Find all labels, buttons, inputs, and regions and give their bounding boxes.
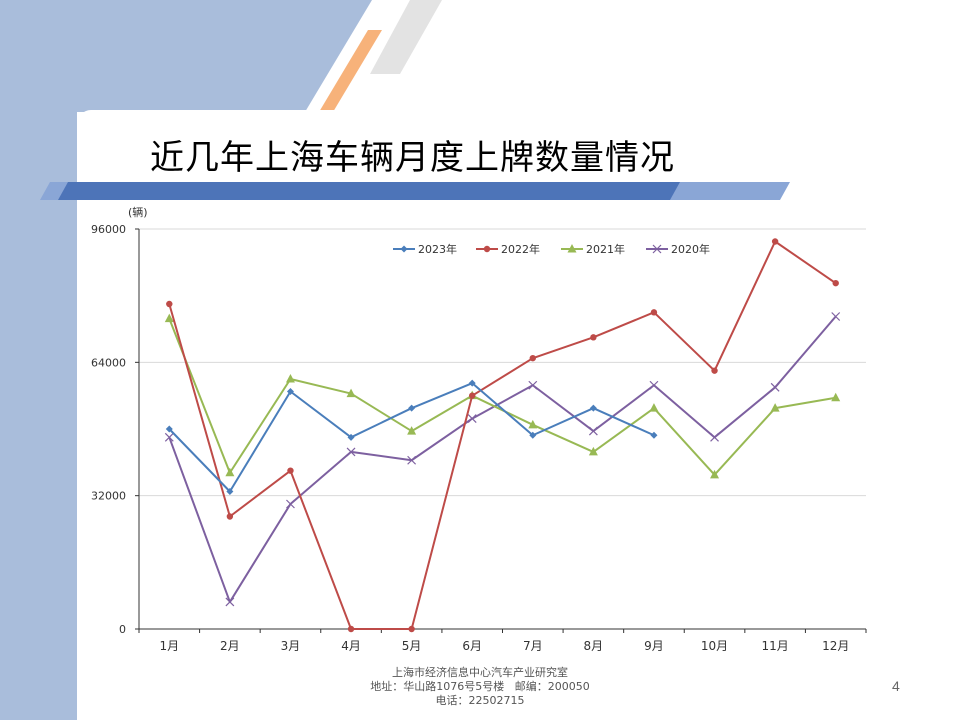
data-point [287,467,294,474]
data-point [226,513,234,520]
x-tick-label: 5月 [402,639,422,653]
legend-label: 2023年 [418,242,457,256]
data-point [771,238,779,245]
footer-address: 地址：华山路1076号5号楼 邮编：200050 [370,680,590,693]
data-point [347,625,355,633]
x-tick-label: 4月 [341,639,361,653]
y-tick-label: 32000 [91,490,126,503]
slide-title: 近几年上海车辆月度上牌数量情况 [150,138,675,178]
x-tick-label: 9月 [644,639,664,653]
orange-stripe [319,30,382,112]
legend-marker [652,244,662,254]
content-card [77,110,960,720]
top-decoration [0,0,372,112]
data-point [710,432,719,442]
data-point [408,404,416,412]
data-point [770,382,780,392]
data-point [589,404,597,412]
y-tick-label: 0 [119,623,126,636]
x-tick-label: 2月 [220,639,240,653]
legend-marker [567,244,577,253]
data-point [649,380,659,390]
series-line-2023年 [168,382,655,493]
data-point [528,380,538,390]
data-point [408,625,415,633]
legend-label: 2021年 [586,242,625,256]
legend-label: 2022年 [501,242,540,256]
data-point [650,431,658,439]
data-point [650,309,658,316]
data-point [286,499,295,509]
footer: 上海市经济信息中心汽车产业研究室 地址：华山路1076号5号楼 邮编：20005… [330,666,630,708]
data-point [407,426,417,435]
data-point [528,419,538,429]
data-point [164,432,174,442]
data-point [407,455,417,465]
y-unit-label: (辆) [128,205,148,219]
data-point [831,392,841,402]
series-line-2021年 [168,318,836,476]
data-point [164,313,174,323]
data-point [832,279,839,287]
data-point [770,403,780,412]
x-tick-label: 7月 [523,639,543,653]
x-tick-label: 11月 [761,639,788,653]
data-point [347,433,355,441]
footer-phone: 电话：22502715 [435,694,525,707]
data-point [285,374,295,383]
legend-marker [400,245,408,253]
data-point [467,414,477,424]
y-tick-label: 64000 [91,356,126,369]
data-point [588,446,598,456]
x-tick-label: 3月 [281,639,301,653]
data-point [346,388,356,398]
x-tick-label: 8月 [584,639,604,653]
data-point [166,300,173,308]
data-point [649,403,659,412]
data-point [286,388,294,395]
data-point [588,426,598,436]
diagonal-stripes [319,0,442,112]
footer-org: 上海市经济信息中心汽车产业研究室 [392,666,568,679]
gray-stripe [370,0,442,74]
title-underline-bar [40,182,790,200]
data-point [225,467,235,477]
data-point [346,447,356,457]
legend-label: 2020年 [671,242,710,256]
data-point [831,312,841,321]
data-point [529,431,537,439]
x-tick-label: 12月 [822,639,849,653]
x-tick-label: 1月 [159,639,179,653]
legend-marker [483,245,491,253]
series-line-2022年 [168,240,837,630]
data-point [469,392,476,399]
data-point [225,597,235,607]
page-number: 4 [892,678,900,694]
y-tick-label: 96000 [91,223,126,236]
data-point [529,354,536,362]
data-point [711,367,718,374]
data-point [590,334,597,341]
left-background-band [0,0,77,720]
x-tick-label: 6月 [462,639,482,653]
data-point [226,488,234,495]
data-point [468,379,476,387]
data-point [165,425,173,433]
series-line-2020年 [168,315,837,603]
data-point [710,469,720,479]
x-tick-label: 10月 [701,639,728,653]
